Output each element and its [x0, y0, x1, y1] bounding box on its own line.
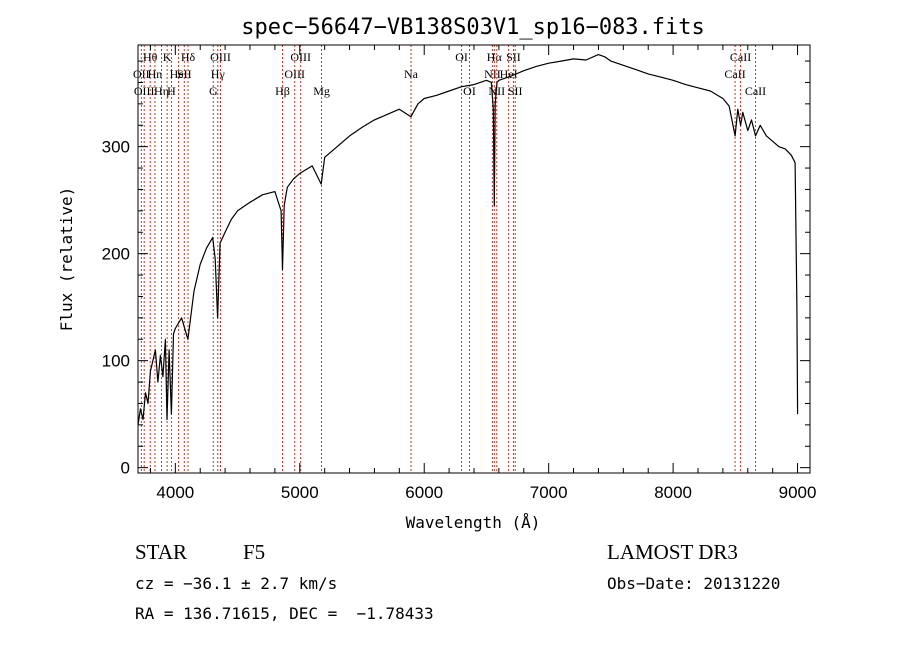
line-label-26: CaII — [724, 67, 745, 81]
line-label-15: OIII — [290, 50, 311, 64]
y-tick-label-300: 300 — [102, 138, 130, 157]
axis-ticks: 4000 5000 6000 7000 8000 9000 0 100 200 300 — [102, 45, 817, 502]
line-label-11: Hγ — [211, 67, 226, 81]
x-tick-label-5000: 5000 — [281, 483, 319, 502]
plot-frame — [137, 44, 811, 474]
line-label-17: Na — [404, 67, 419, 81]
line-label-3: Hn — [148, 67, 163, 81]
line-label-12: OIII — [210, 50, 231, 64]
line-label-21: Hα — [487, 50, 503, 64]
line-label-14: OIII — [284, 67, 305, 81]
survey-name: LAMOST DR3 — [607, 540, 738, 564]
line-label-28: CaII — [745, 84, 766, 98]
x-tick-label-9000: 9000 — [779, 483, 817, 502]
x-tick-label-8000: 8000 — [654, 483, 692, 502]
spectral-line-markers: OIIOIIIHθHnHηKHHeISIIHδGHγOIIIHβOIIIOIII… — [133, 45, 766, 473]
x-tick-label-4000: 4000 — [156, 483, 194, 502]
object-class: STAR — [135, 540, 187, 564]
line-label-27: CaII — [730, 50, 751, 64]
y-tick-label-200: 200 — [102, 245, 130, 264]
obs-date: Obs−Date: 20131220 — [607, 574, 781, 593]
line-label-1: OIII — [134, 84, 155, 98]
x-axis-title: Wavelength (Å) — [406, 513, 541, 532]
spectrum-curve — [137, 53, 799, 425]
x-tick-label-6000: 6000 — [405, 483, 443, 502]
line-label-20: NII — [484, 67, 501, 81]
line-label-4: Hη — [154, 84, 169, 98]
line-label-13: Hβ — [275, 84, 290, 98]
line-label-6: H — [167, 84, 176, 98]
line-label-18: OI — [455, 50, 468, 64]
coordinates-readout: RA = 136.71615, DEC = −1.78433 — [135, 604, 434, 623]
spectrum-line — [137, 53, 799, 425]
x-tick-label-7000: 7000 — [530, 483, 568, 502]
line-label-24: SII — [506, 50, 521, 64]
chart-title: spec−56647−VB138S03V1_sp16−083.fits — [241, 15, 705, 40]
line-label-8: SII — [177, 67, 192, 81]
spectral-subclass: F5 — [243, 540, 266, 564]
y-tick-label-100: 100 — [102, 352, 130, 371]
y-axis-title: Flux (relative) — [57, 187, 76, 332]
y-tick-label-0: 0 — [121, 459, 130, 478]
line-label-10: G — [209, 84, 218, 98]
line-label-9: Hδ — [181, 50, 196, 64]
velocity-readout: cz = −36.1 ± 2.7 km/s — [135, 574, 338, 593]
line-label-7: HeI — [170, 67, 188, 81]
line-label-0: OII — [133, 67, 150, 81]
line-label-2: Hθ — [143, 50, 158, 64]
line-label-5: K — [163, 50, 172, 64]
line-label-25: SII — [508, 84, 523, 98]
line-label-16: Mg — [313, 84, 330, 98]
line-label-19: OI — [463, 84, 476, 98]
